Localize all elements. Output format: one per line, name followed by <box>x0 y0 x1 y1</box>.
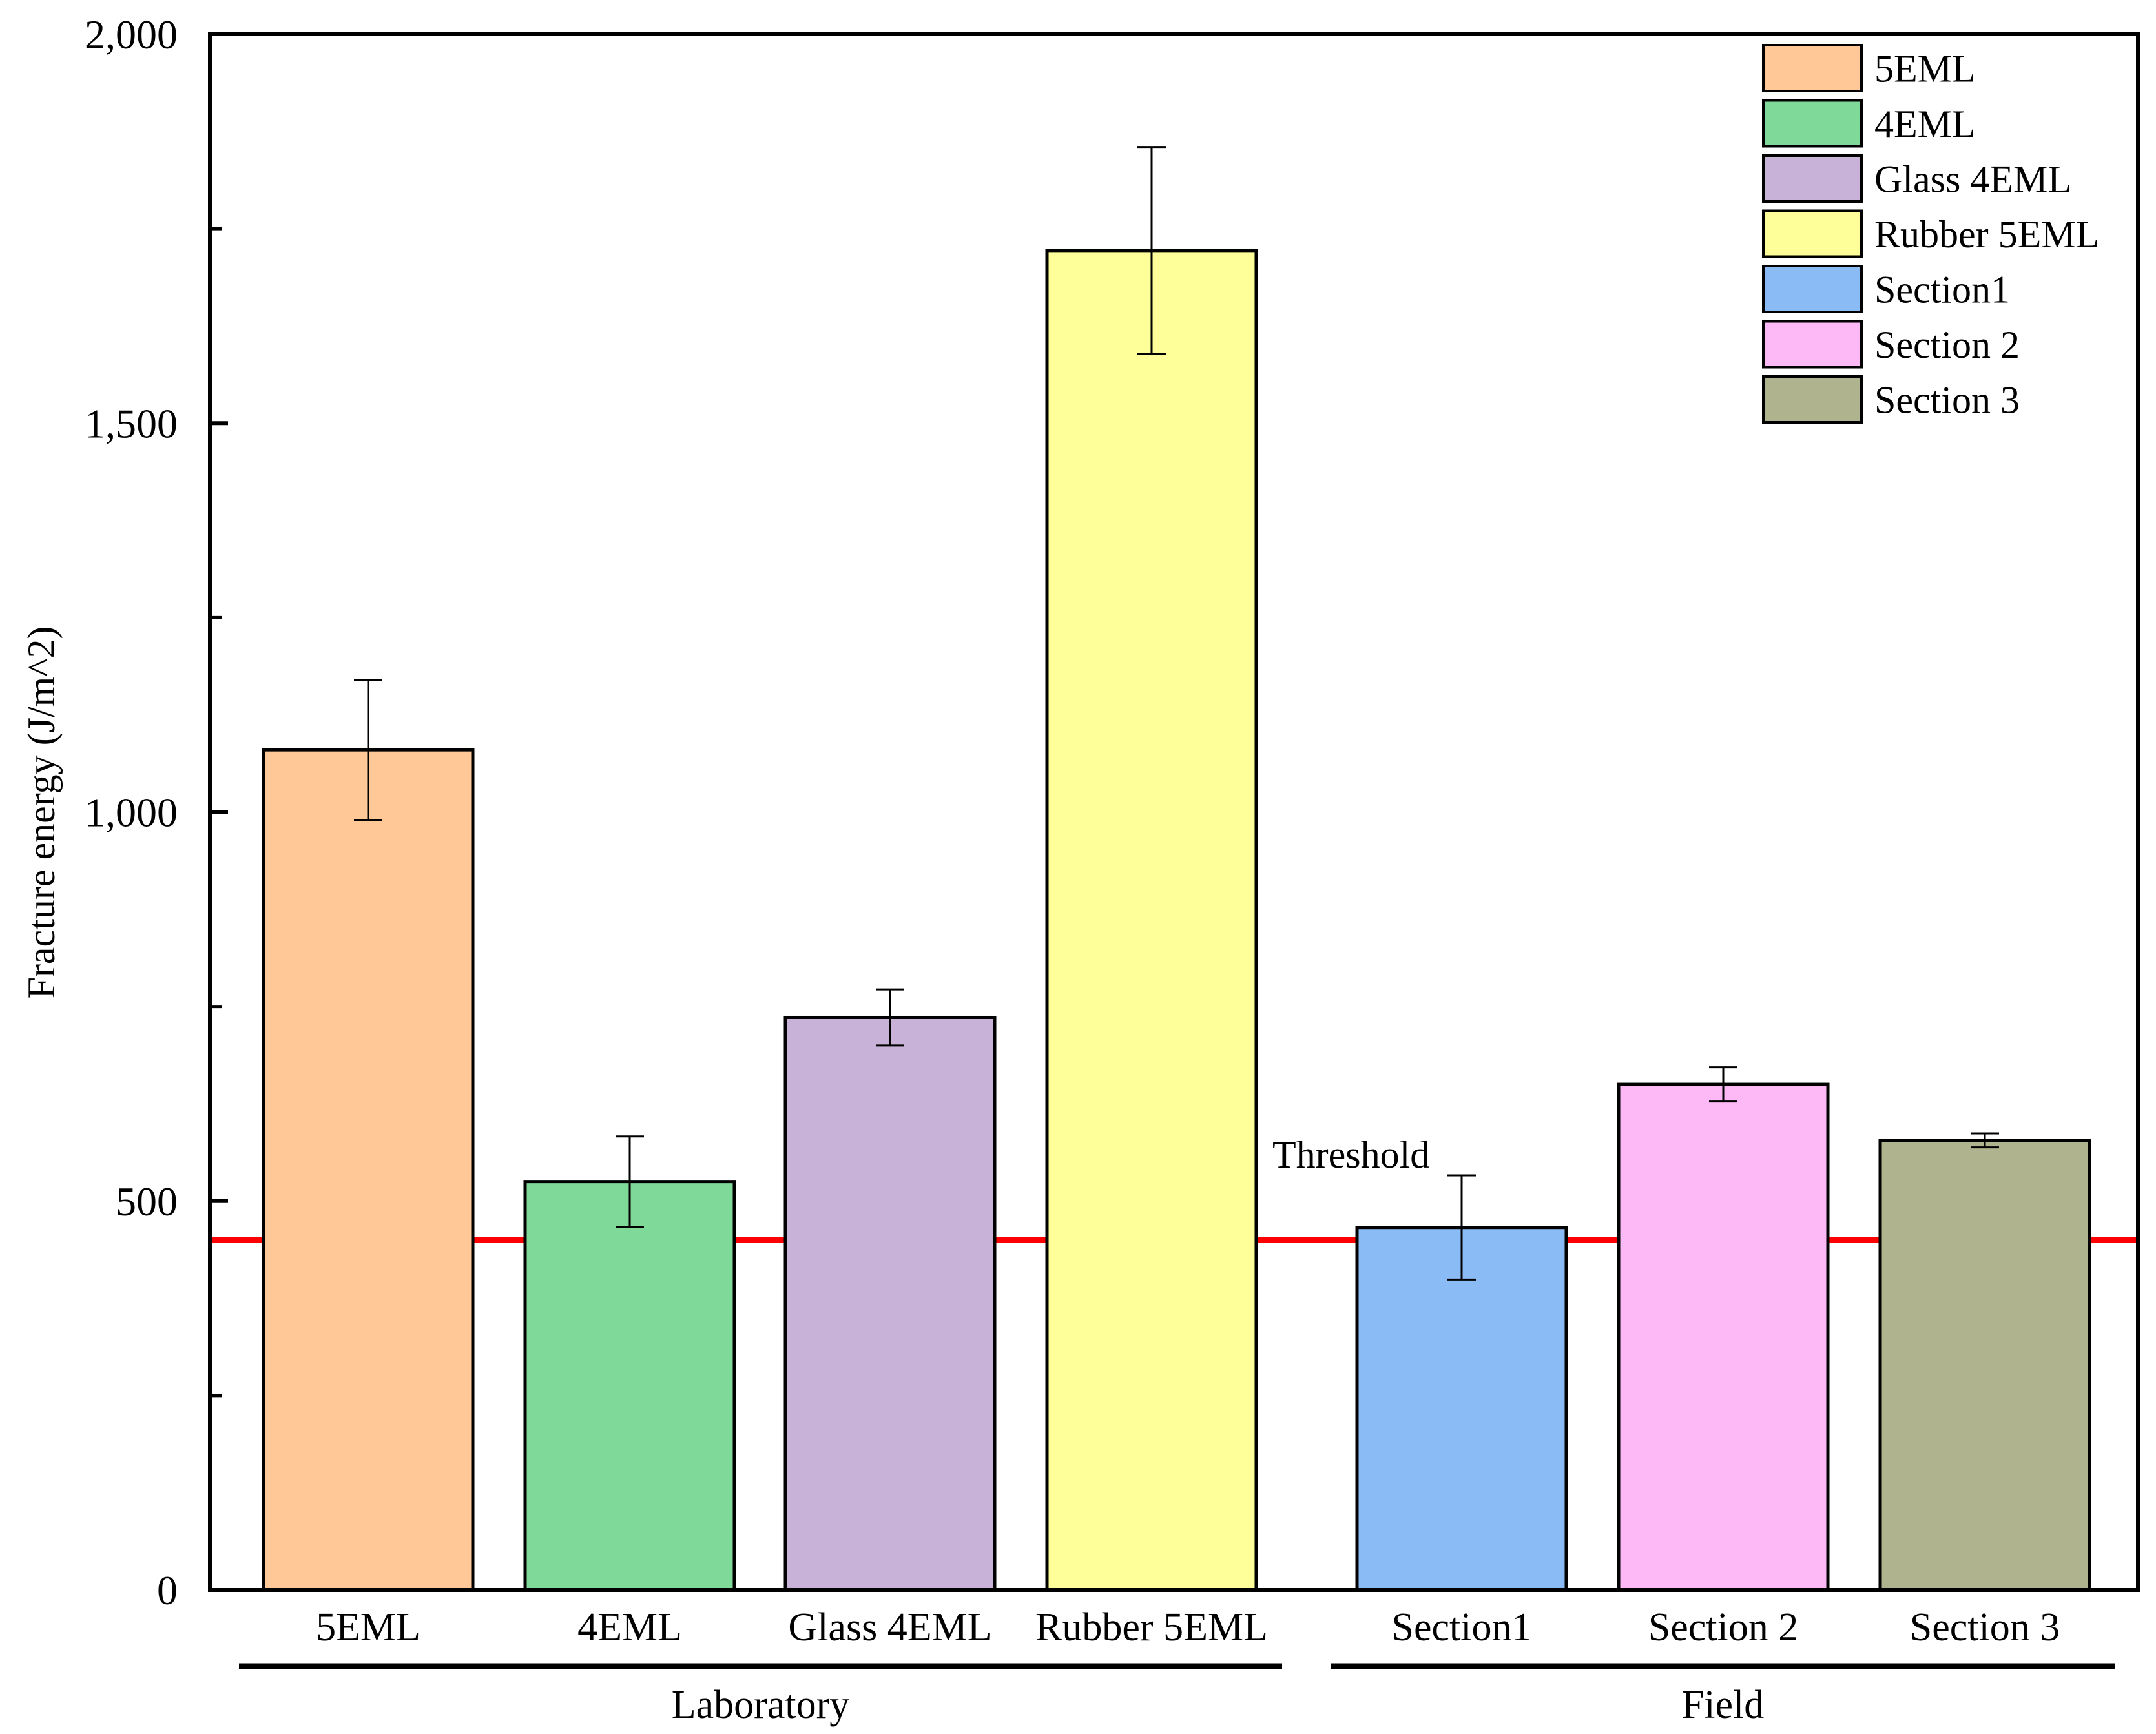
labels-layer: Threshold 0 500 1,000 1,500 2,000 Fracture ene… <box>20 12 2060 1727</box>
bar-4 <box>1355 1226 1568 1592</box>
legend-swatch <box>1762 154 1863 203</box>
legend-swatch <box>1762 209 1863 258</box>
x-category-label: 4EML <box>577 1605 682 1649</box>
legend-label: Rubber 5EML <box>1874 213 2099 256</box>
legend-label: 4EML <box>1874 103 1976 145</box>
error-bar-1 <box>616 1135 644 1228</box>
group-label: Laboratory <box>672 1683 849 1727</box>
legend-swatch <box>1762 265 1863 313</box>
error-bar-5 <box>1709 1066 1737 1103</box>
bar-2 <box>783 1015 997 1592</box>
bar-3 <box>1045 249 1258 1592</box>
x-category-label: Section 2 <box>1648 1605 1798 1649</box>
x-category-label: Section1 <box>1392 1605 1532 1649</box>
group-label: Field <box>1682 1683 1764 1727</box>
error-bar-2 <box>876 988 904 1047</box>
x-category-label: Section 3 <box>1910 1605 2060 1649</box>
error-bar-3 <box>1137 146 1166 355</box>
x-category-label: 5EML <box>316 1605 420 1649</box>
legend-label: 5EML <box>1874 48 1976 90</box>
y-tick-label: 2,000 <box>85 12 178 57</box>
x-category-label: Rubber 5EML <box>1035 1605 1268 1649</box>
bar-0 <box>262 748 475 1592</box>
y-tick-label: 1,000 <box>85 790 178 836</box>
legend: 5EML 4EML Glass 4EML Rubber 5EML Section1 Sec… <box>1762 44 2099 424</box>
y-tick-label: 0 <box>157 1567 178 1613</box>
legend-label: Section 3 <box>1874 379 2020 422</box>
bar-6 <box>1878 1139 2091 1592</box>
legend-swatch <box>1762 99 1863 148</box>
legend-swatch <box>1762 44 1863 92</box>
threshold-label: Threshold <box>1272 1133 1429 1176</box>
y-tick-label: 1,500 <box>85 400 178 446</box>
bar-1 <box>523 1180 736 1592</box>
bar-5 <box>1617 1082 1830 1592</box>
y-tick-label: 500 <box>116 1179 178 1224</box>
legend-label: Section 2 <box>1874 324 2020 366</box>
legend-swatch <box>1762 320 1863 369</box>
error-bar-6 <box>1971 1132 1999 1149</box>
legend-label: Glass 4EML <box>1874 158 2071 201</box>
legend-swatch <box>1762 375 1863 424</box>
legend-label: Section1 <box>1874 269 2010 311</box>
error-bar-0 <box>354 679 382 821</box>
y-axis-title: Fracture energy (J/m^2) <box>20 626 63 999</box>
axis-layer <box>208 32 2140 1669</box>
error-bar-4 <box>1447 1174 1476 1281</box>
x-category-label: Glass 4EML <box>788 1605 991 1649</box>
bars-layer <box>262 146 2091 1592</box>
